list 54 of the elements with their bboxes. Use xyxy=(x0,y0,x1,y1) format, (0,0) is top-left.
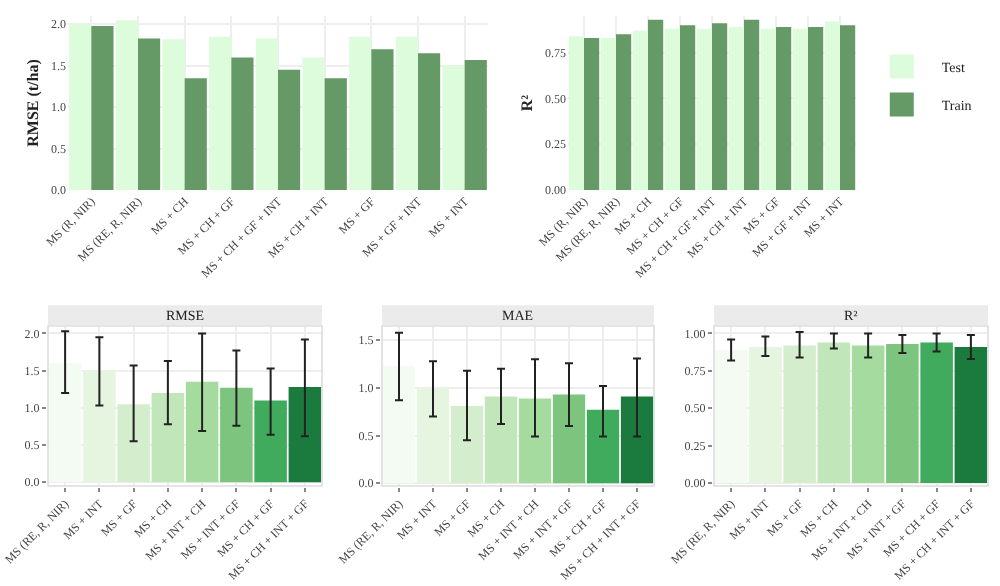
bar xyxy=(760,28,776,190)
bar xyxy=(808,26,824,190)
bar xyxy=(584,37,600,190)
bar xyxy=(776,26,792,190)
bar xyxy=(632,30,648,190)
bar xyxy=(255,38,278,190)
bar xyxy=(151,392,185,483)
bar xyxy=(48,363,82,483)
bar xyxy=(620,396,654,484)
bar xyxy=(117,404,150,483)
bar xyxy=(416,387,450,484)
bar xyxy=(83,370,116,483)
y-axis-title: RMSE (t/ha) xyxy=(24,58,43,147)
bar xyxy=(648,19,664,190)
bar xyxy=(115,20,138,190)
bar xyxy=(69,24,92,190)
bar xyxy=(600,37,616,190)
bar xyxy=(518,398,552,484)
bar xyxy=(568,36,584,190)
bar xyxy=(254,400,287,483)
bar xyxy=(680,25,696,190)
bar xyxy=(209,36,232,190)
bar xyxy=(840,25,856,190)
bar xyxy=(442,65,465,190)
bar xyxy=(162,39,185,190)
bar xyxy=(302,57,325,190)
bar xyxy=(349,36,372,190)
bar xyxy=(552,394,586,484)
bar xyxy=(278,69,301,190)
bar xyxy=(484,396,518,484)
bar xyxy=(450,406,484,484)
bar xyxy=(138,38,161,190)
bar xyxy=(288,387,322,483)
bar xyxy=(324,78,347,190)
bar xyxy=(792,28,808,190)
bar xyxy=(664,28,680,190)
bar xyxy=(696,28,712,190)
bar xyxy=(371,49,394,190)
bar xyxy=(418,53,441,190)
bar xyxy=(712,23,728,190)
bar xyxy=(220,387,253,483)
bar xyxy=(728,26,744,190)
bar xyxy=(231,57,254,190)
bar xyxy=(464,59,487,190)
y-axis-title: R² xyxy=(518,93,537,112)
bar xyxy=(824,21,840,190)
bar xyxy=(91,25,114,190)
bar xyxy=(744,19,760,190)
bar xyxy=(382,366,416,484)
bar xyxy=(184,78,207,190)
bar xyxy=(616,34,632,190)
bar xyxy=(586,409,620,484)
bar xyxy=(185,381,219,483)
bar xyxy=(395,36,418,190)
